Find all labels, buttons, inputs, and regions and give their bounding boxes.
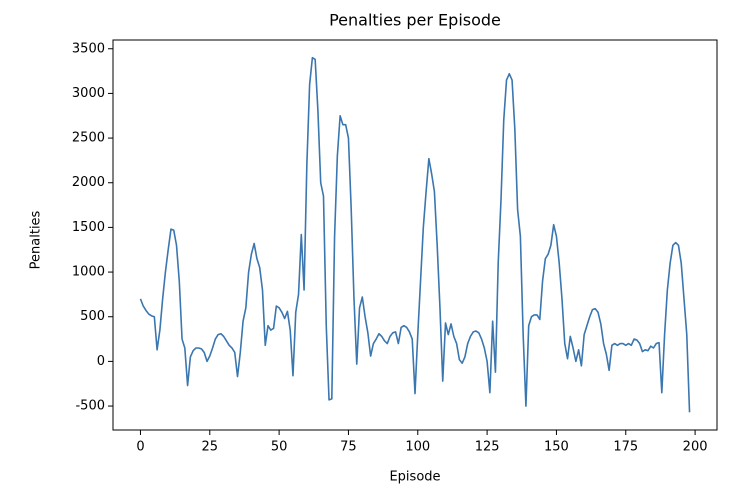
x-tick-label: 150 (544, 440, 569, 455)
x-tick-label: 75 (340, 440, 357, 455)
y-tick-label: 500 (80, 309, 105, 324)
y-tick-label: 2500 (72, 131, 105, 146)
y-axis-label: Penalties (29, 210, 44, 269)
data-line (139, 56, 691, 413)
y-tick-label: 3000 (72, 86, 105, 101)
x-tick-label: 175 (613, 440, 638, 455)
x-tick-label: 125 (475, 440, 500, 455)
x-tick-label: 100 (405, 440, 430, 455)
x-tick-label: 25 (202, 440, 219, 455)
y-tick-label: 3500 (72, 41, 105, 56)
x-tick-label: 50 (271, 440, 288, 455)
x-tick-label: 200 (683, 440, 708, 455)
x-axis-label: Episode (389, 470, 440, 485)
y-tick-label: 1000 (72, 265, 105, 280)
x-tick-label: 0 (136, 440, 144, 455)
chart-title: Penalties per Episode (329, 11, 501, 30)
y-tick-label: -500 (75, 399, 105, 414)
plot-frame (112, 39, 718, 431)
y-tick-label: 1500 (72, 220, 105, 235)
y-tick-label: 2000 (72, 175, 105, 190)
y-tick-label: 0 (97, 354, 105, 369)
